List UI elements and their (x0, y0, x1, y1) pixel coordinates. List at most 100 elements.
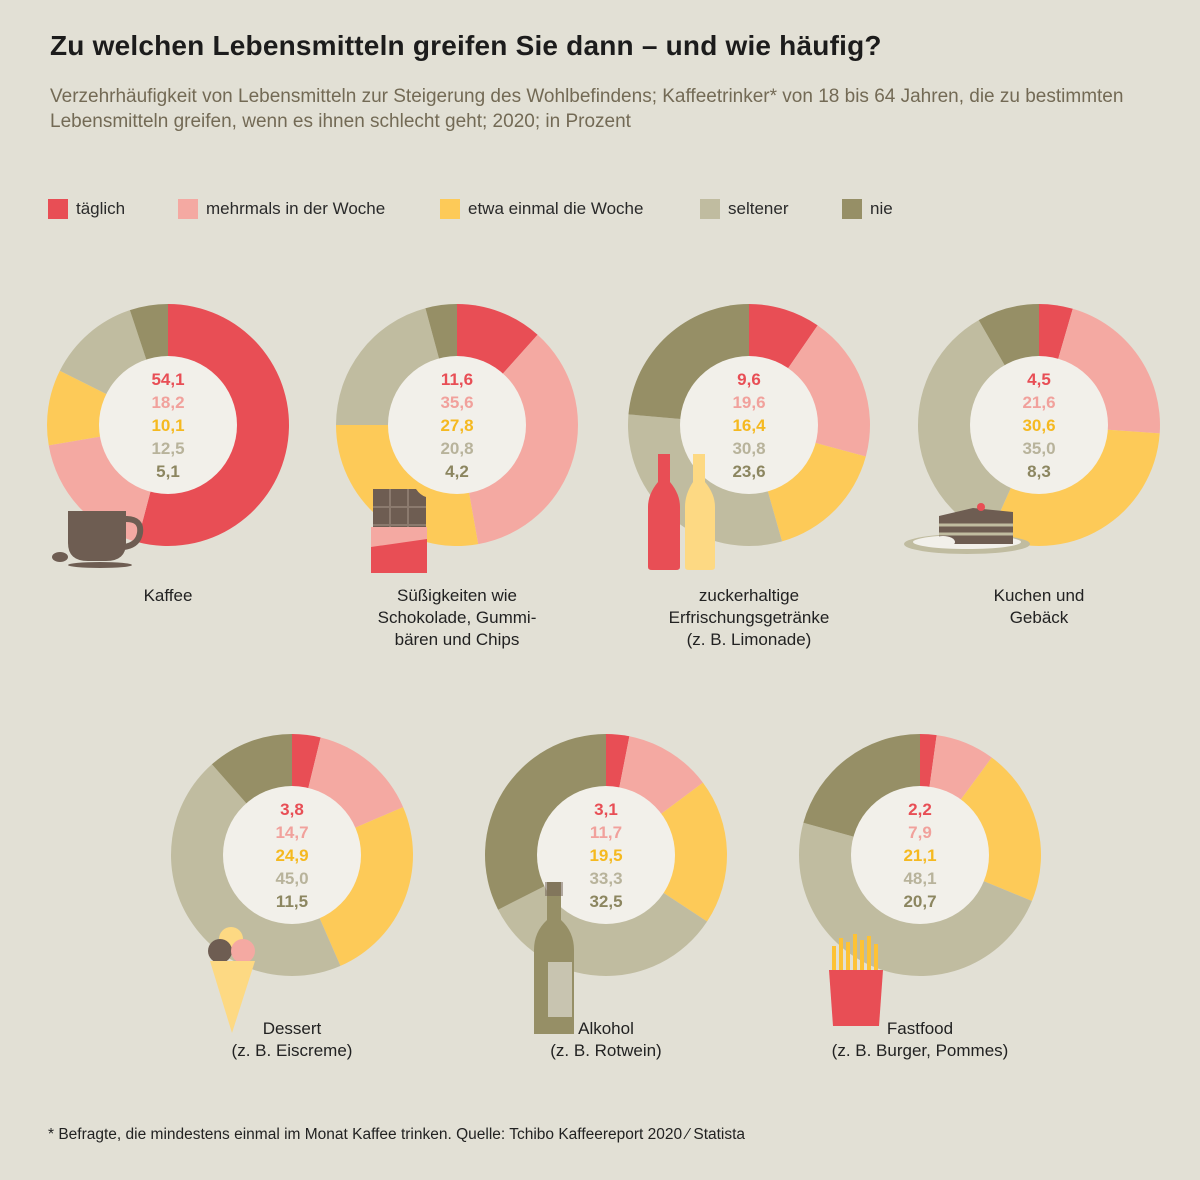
data-label: 4,2 (445, 462, 469, 481)
category-label: Kaffee (143, 586, 193, 605)
data-label: 9,6 (737, 370, 761, 389)
donut-center (537, 786, 675, 924)
legend-label: täglich (76, 199, 126, 218)
value-labels: 9,6 19,6 16,4 30,8 23,6 (689, 368, 809, 483)
legend-item-etwa-einmal: etwa einmal die Woche (440, 199, 643, 219)
category-label-line: (z. B. Limonade) (686, 630, 812, 649)
data-label: 8,3 (1027, 462, 1051, 481)
data-label: 23,6 (732, 462, 766, 481)
fries-icon (829, 934, 883, 1026)
soda-bottles-icon (648, 454, 715, 570)
data-label: 2,2 (908, 800, 932, 819)
data-label: 48,1 (903, 869, 937, 888)
category-label-line: Dessert (262, 1019, 322, 1038)
data-label: 16,4 (732, 416, 766, 435)
coffee-cup-icon (52, 511, 144, 568)
data-label: 11,5 (275, 892, 309, 911)
data-label: 7,9 (908, 823, 932, 842)
category-label-line: Schokolade, Gummi- (377, 608, 537, 627)
category-label-line: Gebäck (1009, 608, 1069, 627)
data-label: 32,5 (589, 892, 623, 911)
data-label: 20,8 (440, 439, 474, 458)
data-label: 30,6 (1022, 416, 1056, 435)
data-label: 54,1 (151, 370, 185, 389)
chocolate-bar-icon (371, 489, 427, 573)
category-label-line: bären und Chips (394, 630, 520, 649)
value-labels: 11,6 35,6 27,8 20,8 4,2 (397, 368, 517, 483)
category-label: Alkohol (z. B. Rotwein) (476, 1018, 736, 1062)
value-labels: 3,8 14,7 24,9 45,0 11,5 (232, 798, 352, 913)
legend-item-nie: nie (842, 199, 893, 219)
donut-chart (47, 304, 289, 546)
data-label: 5,1 (156, 462, 180, 481)
category-label: Süßigkeiten wie Schokolade, Gummi-bären u… (327, 585, 587, 651)
donut-chart (918, 304, 1160, 546)
donut-center (99, 356, 237, 494)
data-label: 35,6 (440, 393, 474, 412)
category-label: Dessert (z. B. Eiscreme) (162, 1018, 422, 1062)
legend-label: seltener (728, 199, 789, 218)
value-labels: 3,1 11,7 19,5 33,3 32,5 (546, 798, 666, 913)
category-label-line: Erfrischungsgetränke (668, 608, 830, 627)
data-label: 3,1 (594, 800, 618, 819)
value-labels: 2,2 7,9 21,1 48,1 20,7 (860, 798, 980, 913)
data-label: 14,7 (275, 823, 309, 842)
legend-item-seltener: seltener (700, 199, 788, 219)
wine-bottle-icon (534, 882, 574, 1034)
legend-item-mehrmals: mehrmals in der Woche (178, 199, 385, 219)
value-labels: 4,5 21,6 30,6 35,0 8,3 (979, 368, 1099, 483)
cake-slice-icon (904, 503, 1030, 554)
donut-chart (336, 304, 578, 546)
category-label-line: zuckerhaltige (698, 586, 800, 605)
legend-item-taeglich: täglich (48, 199, 125, 219)
chart-subtitle: Verzehrhäufigkeit von Lebensmitteln zur … (50, 86, 1124, 132)
category-label: Fastfood (z. B. Burger, Pommes) (790, 1018, 1050, 1062)
category-label: zuckerhaltige Erfrischungsgetränke (z. B. … (619, 585, 879, 651)
donut-center (388, 356, 526, 494)
legend-swatch (440, 199, 460, 219)
data-label: 27,8 (440, 416, 474, 435)
donut-center (680, 356, 818, 494)
donut-chart (170, 734, 413, 976)
legend-swatch (178, 199, 198, 219)
donut-chart (799, 734, 1041, 976)
donut-center (970, 356, 1108, 494)
category-label-line: Alkohol (578, 1019, 634, 1038)
data-label: 19,5 (589, 846, 623, 865)
legend-swatch (700, 199, 720, 219)
chart-title: Zu welchen Lebensmitteln greifen Sie dan… (50, 30, 882, 61)
legend-swatch (842, 199, 862, 219)
data-label: 3,8 (280, 800, 304, 819)
ice-cream-icon (208, 927, 255, 1033)
data-label: 33,3 (589, 869, 623, 888)
data-label: 11,7 (589, 823, 623, 842)
data-label: 11,6 (440, 370, 474, 389)
data-label: 24,9 (275, 846, 309, 865)
data-label: 21,1 (903, 846, 937, 865)
data-label: 45,0 (275, 869, 309, 888)
category-label: Kuchen und Gebäck (909, 585, 1169, 629)
data-label: 4,5 (1027, 370, 1051, 389)
donut-center (223, 786, 361, 924)
legend-swatch (48, 199, 68, 219)
footnote: * Befragte, die mindestens einmal im Mon… (48, 1126, 746, 1143)
legend-label: nie (870, 199, 893, 218)
legend-label: mehrmals in der Woche (206, 199, 386, 218)
data-label: 18,2 (151, 393, 185, 412)
category-label-line: Süßigkeiten wie (396, 586, 517, 605)
data-label: 20,7 (903, 892, 937, 911)
data-label: 10,1 (151, 416, 185, 435)
donut-center (851, 786, 989, 924)
data-label: 35,0 (1022, 439, 1056, 458)
data-label: 19,6 (732, 393, 766, 412)
data-label: 12,5 (151, 439, 185, 458)
category-label-line: (z. B. Burger, Pommes) (831, 1041, 1009, 1060)
category-label-line: Fastfood (886, 1019, 954, 1038)
category-label-line: (z. B. Eiscreme) (231, 1041, 353, 1060)
value-labels: 54,1 18,2 10,1 12,5 5,1 (108, 368, 228, 483)
legend-label: etwa einmal die Woche (468, 199, 644, 218)
data-label: 21,6 (1022, 393, 1056, 412)
category-label-line: (z. B. Rotwein) (550, 1041, 662, 1060)
category-label-line: Kuchen und (993, 586, 1085, 605)
